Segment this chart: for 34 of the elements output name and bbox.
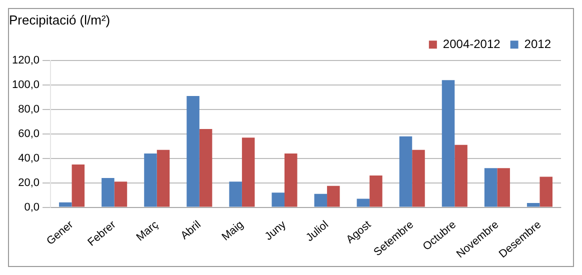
- y-tick-label: 0,0: [24, 201, 40, 214]
- bar: [242, 138, 255, 207]
- bar: [497, 168, 510, 207]
- bar: [454, 144, 468, 207]
- bar: [229, 182, 242, 207]
- y-tick-label: 20,0: [18, 176, 40, 189]
- bar: [186, 96, 200, 207]
- bar: [272, 192, 284, 207]
- y-tick-label: 120,0: [12, 54, 40, 67]
- bar: [526, 202, 540, 207]
- bar: [156, 150, 170, 207]
- bar: [199, 129, 212, 207]
- bar: [484, 168, 498, 207]
- bar: [102, 178, 114, 207]
- bar: [144, 153, 157, 207]
- bar: [412, 150, 425, 207]
- bar: [59, 202, 72, 207]
- bar: [370, 175, 382, 207]
- y-tick-label: 80,0: [18, 104, 40, 116]
- bar: [399, 136, 412, 207]
- legend-label: 2004-2012: [442, 36, 501, 51]
- bar: [314, 194, 328, 207]
- bar: [356, 198, 370, 207]
- chart-title: Precipitació (l/m²): [9, 12, 110, 28]
- bar: [540, 176, 552, 207]
- bar: [284, 153, 298, 207]
- legend-label: 2012: [524, 36, 552, 51]
- bar: [72, 164, 85, 207]
- bar: [442, 80, 455, 207]
- y-tick-label: 60,0: [18, 128, 40, 140]
- y-tick-label: 40,0: [18, 152, 40, 164]
- bar: [114, 182, 128, 207]
- bar: [327, 186, 340, 207]
- y-tick-label: 100,0: [12, 79, 40, 92]
